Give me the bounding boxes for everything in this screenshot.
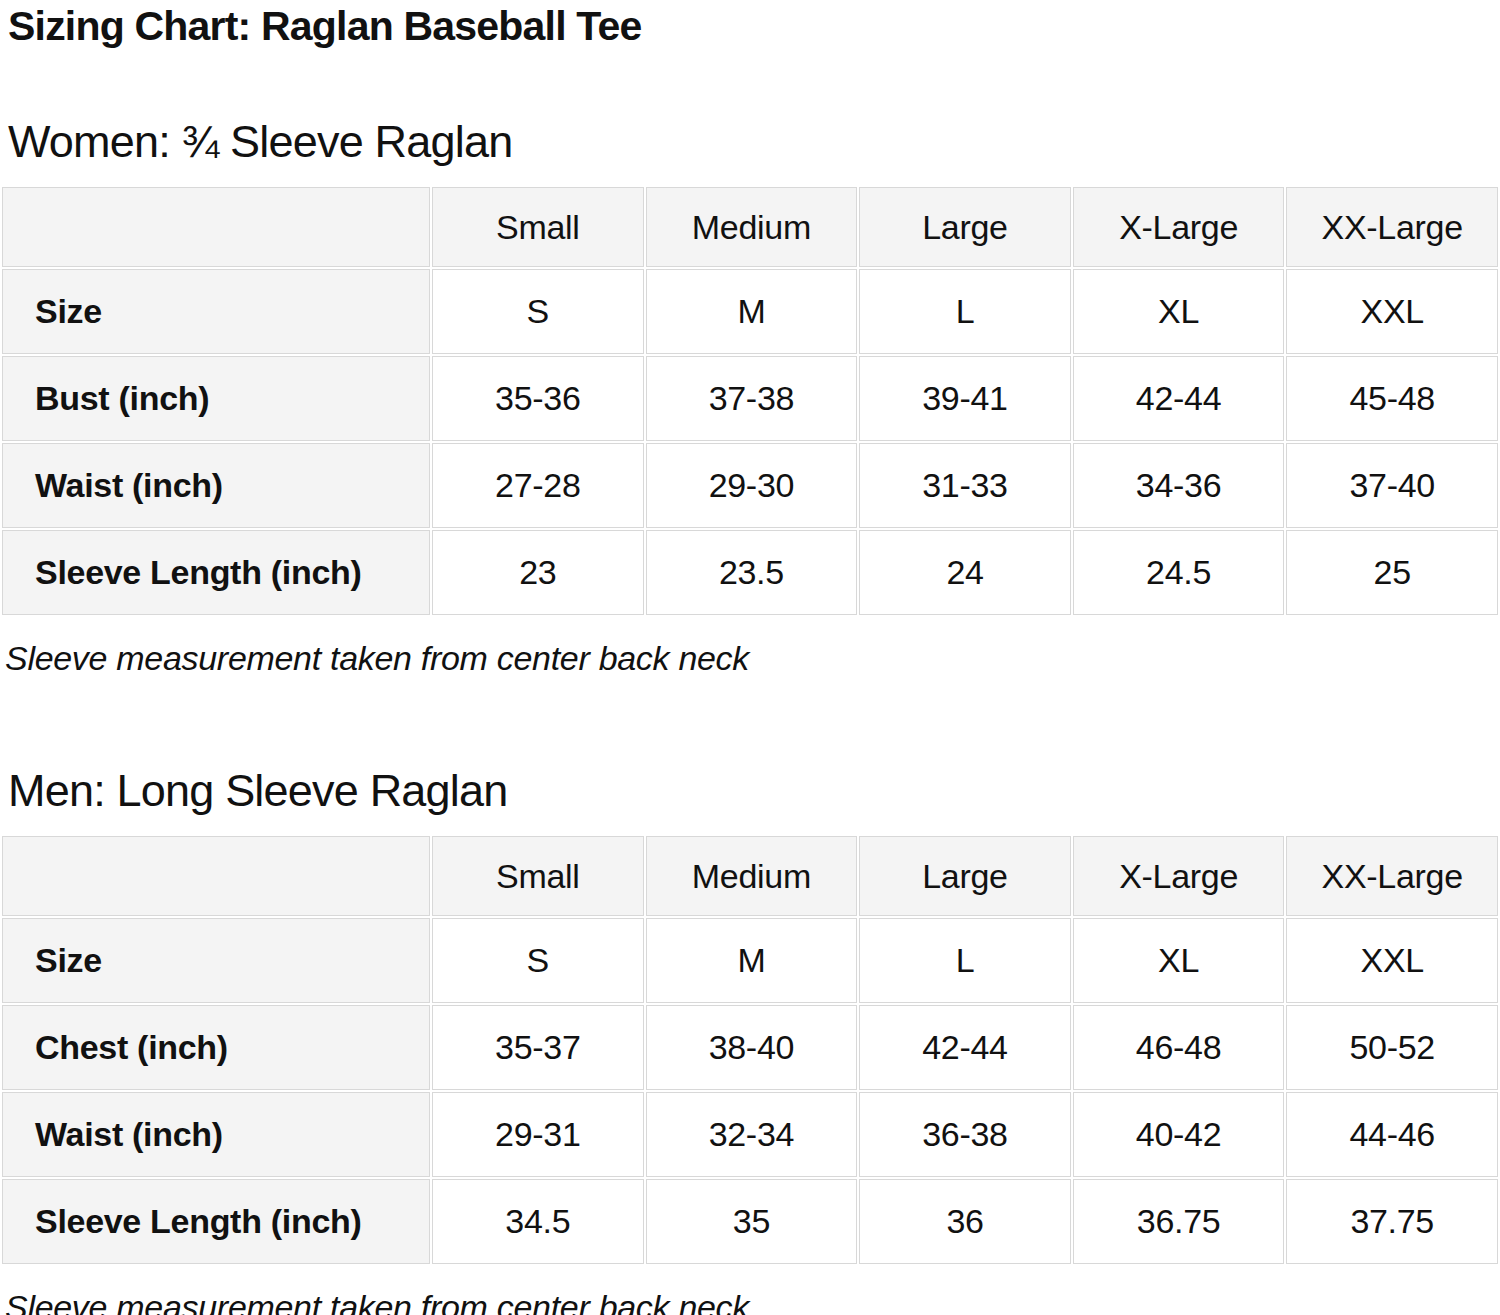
- value-cell: 36-38: [859, 1092, 1071, 1177]
- table-row: Sleeve Length (inch)34.5353636.7537.75: [2, 1179, 1498, 1264]
- column-header: Large: [859, 187, 1071, 267]
- value-cell: 38-40: [646, 1005, 858, 1090]
- value-cell: XL: [1073, 918, 1285, 1003]
- column-header: Medium: [646, 187, 858, 267]
- column-header: X-Large: [1073, 187, 1285, 267]
- value-cell: S: [432, 269, 644, 354]
- value-cell: 35-37: [432, 1005, 644, 1090]
- table-row: Sleeve Length (inch)2323.52424.525: [2, 530, 1498, 615]
- row-label: Chest (inch): [2, 1005, 430, 1090]
- value-cell: 35: [646, 1179, 858, 1264]
- value-cell: 31-33: [859, 443, 1071, 528]
- table-row: SizeSMLXLXXL: [2, 269, 1498, 354]
- row-label: Size: [2, 269, 430, 354]
- row-label: Waist (inch): [2, 443, 430, 528]
- value-cell: 23.5: [646, 530, 858, 615]
- row-label: Sleeve Length (inch): [2, 530, 430, 615]
- value-cell: M: [646, 918, 858, 1003]
- value-cell: 27-28: [432, 443, 644, 528]
- value-cell: XXL: [1286, 918, 1498, 1003]
- column-header: Medium: [646, 836, 858, 916]
- header-row: SmallMediumLargeX-LargeXX-Large: [2, 836, 1498, 916]
- value-cell: 29-31: [432, 1092, 644, 1177]
- value-cell: 44-46: [1286, 1092, 1498, 1177]
- footnote-women: Sleeve measurement taken from center bac…: [5, 639, 1500, 678]
- footnote-men: Sleeve measurement taken from center bac…: [5, 1288, 1500, 1315]
- value-cell: 40-42: [1073, 1092, 1285, 1177]
- table-body: SizeSMLXLXXLBust (inch)35-3637-3839-4142…: [2, 269, 1498, 615]
- page-title: Sizing Chart: Raglan Baseball Tee: [8, 2, 1500, 51]
- value-cell: S: [432, 918, 644, 1003]
- column-header: Small: [432, 836, 644, 916]
- table-row: Bust (inch)35-3637-3839-4142-4445-48: [2, 356, 1498, 441]
- value-cell: XL: [1073, 269, 1285, 354]
- value-cell: 24.5: [1073, 530, 1285, 615]
- value-cell: 23: [432, 530, 644, 615]
- sizing-table-men: SmallMediumLargeX-LargeXX-Large SizeSMLX…: [0, 834, 1500, 1266]
- value-cell: M: [646, 269, 858, 354]
- value-cell: 50-52: [1286, 1005, 1498, 1090]
- value-cell: 39-41: [859, 356, 1071, 441]
- value-cell: XXL: [1286, 269, 1498, 354]
- value-cell: 45-48: [1286, 356, 1498, 441]
- value-cell: L: [859, 269, 1071, 354]
- table-body: SizeSMLXLXXLChest (inch)35-3738-4042-444…: [2, 918, 1498, 1264]
- value-cell: 37-38: [646, 356, 858, 441]
- row-label: Bust (inch): [2, 356, 430, 441]
- row-label: Waist (inch): [2, 1092, 430, 1177]
- value-cell: 29-30: [646, 443, 858, 528]
- table-row: Waist (inch)27-2829-3031-3334-3637-40: [2, 443, 1498, 528]
- table-row: Chest (inch)35-3738-4042-4446-4850-52: [2, 1005, 1498, 1090]
- value-cell: 42-44: [859, 1005, 1071, 1090]
- row-label: Size: [2, 918, 430, 1003]
- table-header-row: SmallMediumLargeX-LargeXX-Large: [2, 187, 1498, 267]
- table-header-row: SmallMediumLargeX-LargeXX-Large: [2, 836, 1498, 916]
- row-label: Sleeve Length (inch): [2, 1179, 430, 1264]
- column-header: XX-Large: [1286, 187, 1498, 267]
- table-row: SizeSMLXLXXL: [2, 918, 1498, 1003]
- value-cell: 24: [859, 530, 1071, 615]
- value-cell: L: [859, 918, 1071, 1003]
- table-row: Waist (inch)29-3132-3436-3840-4244-46: [2, 1092, 1498, 1177]
- column-header: XX-Large: [1286, 836, 1498, 916]
- column-header: X-Large: [1073, 836, 1285, 916]
- value-cell: 34-36: [1073, 443, 1285, 528]
- header-row: SmallMediumLargeX-LargeXX-Large: [2, 187, 1498, 267]
- corner-cell: [2, 836, 430, 916]
- column-header: Large: [859, 836, 1071, 916]
- value-cell: 35-36: [432, 356, 644, 441]
- corner-cell: [2, 187, 430, 267]
- value-cell: 25: [1286, 530, 1498, 615]
- value-cell: 46-48: [1073, 1005, 1285, 1090]
- sizing-table-women: SmallMediumLargeX-LargeXX-Large SizeSMLX…: [0, 185, 1500, 617]
- value-cell: 36: [859, 1179, 1071, 1264]
- value-cell: 36.75: [1073, 1179, 1285, 1264]
- value-cell: 32-34: [646, 1092, 858, 1177]
- value-cell: 42-44: [1073, 356, 1285, 441]
- value-cell: 37-40: [1286, 443, 1498, 528]
- value-cell: 37.75: [1286, 1179, 1498, 1264]
- section-heading-men: Men: Long Sleeve Raglan: [8, 764, 1500, 818]
- value-cell: 34.5: [432, 1179, 644, 1264]
- column-header: Small: [432, 187, 644, 267]
- section-heading-women: Women: ¾ Sleeve Raglan: [8, 115, 1500, 169]
